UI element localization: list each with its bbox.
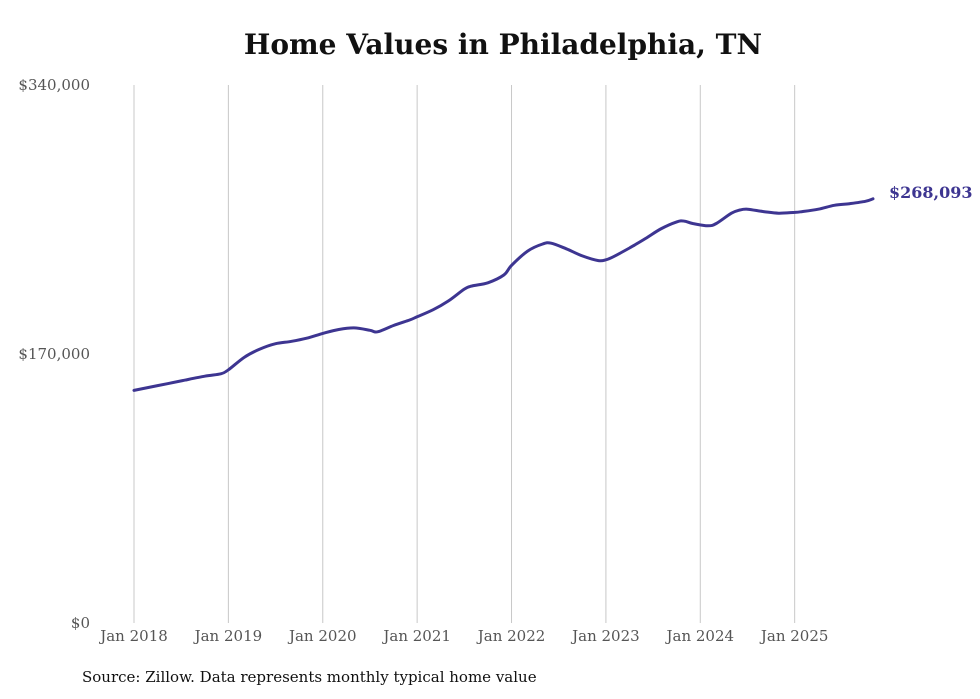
x-tick-label: Jan 2025 <box>759 627 829 645</box>
x-axis: Jan 2018 Jan 2019 Jan 2020 Jan 2021 Jan 2022… <box>98 627 828 645</box>
chart-title: Home Values in Philadelphia, TN <box>243 28 763 61</box>
y-tick-label: $0 <box>71 614 90 632</box>
x-tick-label: Jan 2024 <box>665 627 735 645</box>
x-tick-label: Jan 2018 <box>98 627 168 645</box>
data-labels: $268,093 <box>889 183 973 202</box>
series-layer <box>132 197 875 392</box>
source-note: Source: Zillow. Data represents monthly … <box>82 668 537 686</box>
x-tick-label: Jan 2019 <box>193 627 263 645</box>
x-tick-label: Jan 2022 <box>476 627 546 645</box>
series-line <box>132 197 875 392</box>
y-axis: $0 $170,000 $340,000 <box>18 76 90 632</box>
end-value-label: $268,093 <box>889 183 973 202</box>
x-tick-label: Jan 2023 <box>570 627 640 645</box>
y-tick-label: $170,000 <box>18 345 90 363</box>
y-tick-label: $340,000 <box>18 76 90 94</box>
gridlines <box>133 85 796 623</box>
x-tick-label: Jan 2021 <box>381 627 451 645</box>
x-tick-label: Jan 2020 <box>287 627 357 645</box>
